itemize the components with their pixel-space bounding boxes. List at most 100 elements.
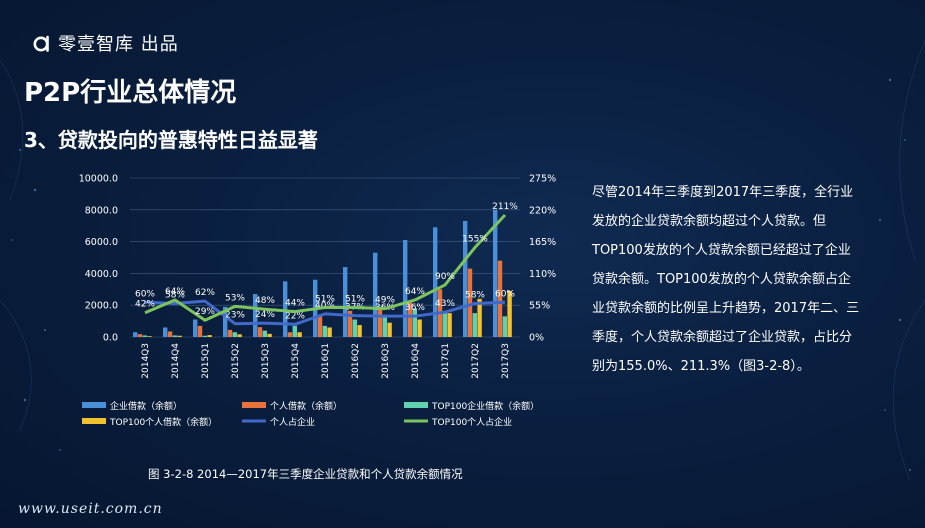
bar [177, 335, 182, 337]
bar [412, 308, 417, 337]
data-label: 60% [495, 289, 515, 299]
data-label: 24% [255, 310, 275, 320]
legend-swatch [82, 402, 106, 408]
data-label: 58% [465, 290, 485, 300]
data-label: 53% [225, 293, 245, 303]
bar [227, 329, 233, 337]
bar [472, 313, 477, 337]
bar [232, 332, 237, 337]
bar [262, 330, 267, 337]
x-tick-label: 2017Q2 [471, 343, 481, 379]
bar [507, 290, 512, 337]
legend-label: TOP100个人占企业 [431, 416, 512, 428]
bar [172, 335, 177, 337]
bar [442, 313, 447, 337]
bar [193, 319, 198, 337]
data-label: 60% [135, 289, 155, 299]
bar [322, 325, 327, 337]
data-label: 64% [165, 287, 185, 297]
footer-url: www.useit.com.cn [18, 501, 163, 517]
bar [477, 298, 482, 337]
page-title: P2P行业总体情况 [24, 78, 237, 108]
data-label: 23% [225, 311, 245, 321]
bar [147, 336, 152, 337]
bar [352, 319, 357, 337]
legend-label: 个人占企业 [270, 416, 315, 428]
legend-swatch [404, 402, 428, 408]
bar [467, 268, 473, 337]
bar [253, 294, 258, 337]
bar [407, 302, 413, 337]
bar [502, 316, 507, 337]
bar [433, 227, 438, 337]
y2-tick-label: 165% [529, 237, 556, 248]
bar [197, 325, 203, 337]
x-tick-label: 2017Q3 [501, 343, 511, 379]
data-label: 42% [135, 300, 155, 310]
bar [267, 333, 272, 337]
y-tick-label: 4000.0 [85, 269, 118, 280]
data-label: 36% [405, 303, 425, 313]
bar [223, 306, 228, 337]
data-label: 44% [285, 299, 305, 309]
figure-caption: 图 3-2-8 2014—2017年三季度企业贷款和个人贷款余额情况 [148, 467, 463, 481]
bar [357, 325, 362, 337]
bar [417, 319, 422, 337]
bar [382, 314, 387, 337]
data-label: 58% [165, 290, 185, 300]
legend-label: 个人借款（余额） [270, 400, 342, 412]
bar [317, 315, 323, 337]
x-tick-label: 2016Q2 [351, 343, 361, 379]
y2-tick-label: 0% [529, 333, 544, 344]
x-tick-label: 2016Q3 [381, 343, 391, 379]
bar-line-chart: 0.0 2000.0 4000.0 6000.0 8000.0 10000.0 0% 55% 1… [79, 174, 556, 429]
x-tick-label: 2015Q4 [291, 343, 301, 379]
x-tick-label: 2015Q3 [261, 343, 271, 379]
bar [497, 260, 503, 337]
bar [133, 332, 138, 337]
data-label: 49% [375, 296, 395, 306]
data-label: 43% [435, 299, 455, 309]
bar [207, 335, 212, 337]
description-text: 尽管2014年三季度到2017年三季度，全行业发放的企业贷款余额均超过个人贷款。… [592, 185, 860, 374]
y-tick-label: 0.0 [103, 333, 118, 344]
bar [493, 209, 498, 337]
bar [142, 335, 147, 337]
y-tick-label: 8000.0 [85, 205, 118, 216]
legend-label: 企业借款（余额） [110, 400, 182, 412]
bar [257, 327, 263, 337]
bar [343, 267, 348, 337]
section-title: 3、贷款投向的普惠特性日益显著 [24, 128, 318, 152]
data-label: 22% [285, 311, 305, 321]
data-label: 29% [195, 307, 215, 317]
x-tick-label: 2014Q4 [171, 343, 181, 379]
brand: 零壹智库 出品 [32, 30, 179, 56]
bar [463, 220, 468, 337]
data-label: 211% [492, 202, 518, 212]
x-tick-label: 2015Q2 [231, 343, 241, 379]
bar [163, 327, 168, 337]
bar [287, 332, 293, 337]
y-tick-label: 2000.0 [85, 301, 118, 312]
legend-swatch [242, 402, 266, 408]
x-tick-label: 2016Q1 [321, 343, 331, 379]
line-series [144, 213, 507, 322]
bar [292, 325, 297, 337]
x-tick-label: 2017Q1 [441, 343, 451, 379]
line-series [144, 299, 506, 326]
y-tick-label: 6000.0 [85, 237, 118, 248]
data-label: 62% [195, 288, 215, 298]
x-tick-label: 2016Q4 [411, 343, 421, 379]
bar [283, 281, 288, 337]
x-tick-label: 2014Q3 [141, 343, 151, 379]
bar [202, 335, 207, 337]
bar [297, 332, 302, 337]
data-label: 51% [315, 295, 335, 305]
data-label: 155% [462, 234, 488, 244]
data-label: 51% [345, 295, 365, 305]
y2-tick-label: 220% [529, 205, 556, 216]
y2-tick-label: 275% [529, 174, 556, 185]
data-label: 40% [315, 301, 335, 311]
legend-label: TOP100个人借款（余额） [109, 416, 217, 428]
